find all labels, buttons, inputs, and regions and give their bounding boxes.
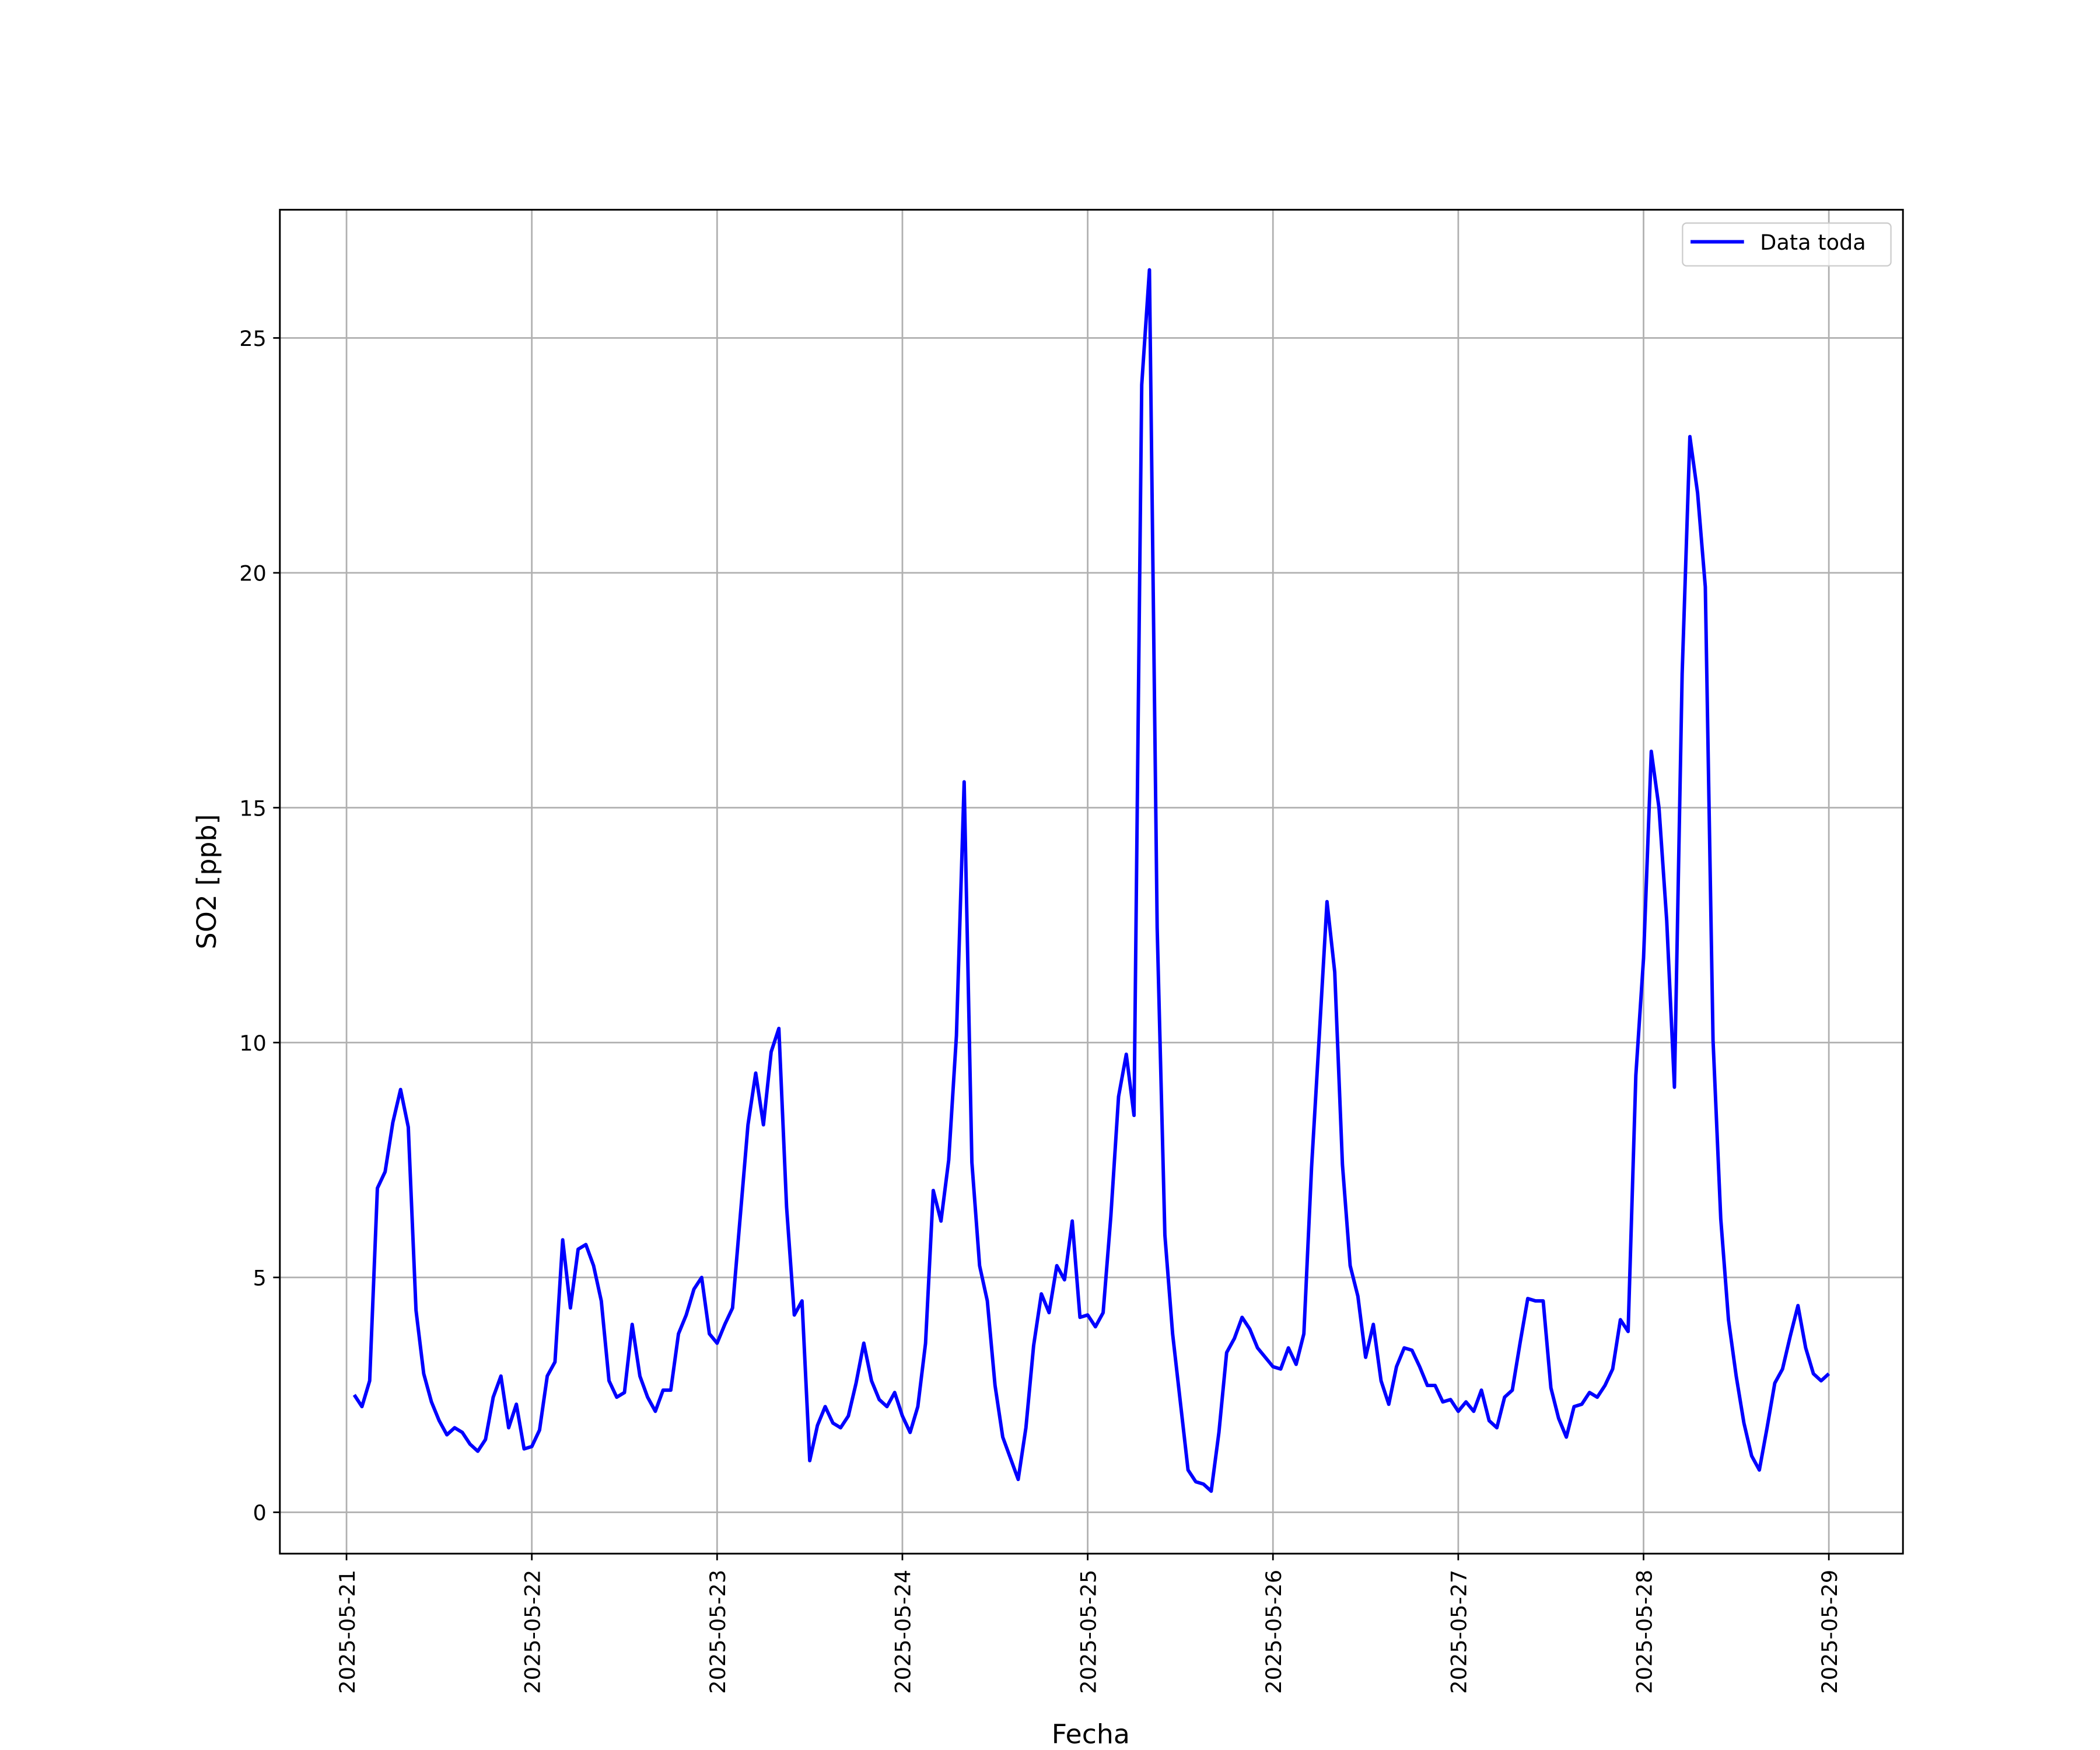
x-tick-label: 2025-05-23 [705,1570,730,1694]
y-axis-label: SO2 [ppb] [191,814,222,950]
y-tick-label: 15 [239,796,267,821]
x-tick-label: 2025-05-21 [335,1570,360,1694]
plot-frame [279,209,1904,1555]
x-tick-label: 2025-05-25 [1076,1570,1101,1694]
x-tick-label: 2025-05-28 [1632,1570,1657,1694]
y-tick-label: 0 [253,1500,267,1525]
x-tick-label: 2025-05-26 [1261,1570,1286,1694]
x-tick-label: 2025-05-22 [520,1570,545,1694]
y-tick-label: 25 [239,326,267,351]
y-tick-label: 20 [239,561,267,586]
legend: Data toda [1682,222,1892,267]
x-tick-label: 2025-05-29 [1817,1570,1842,1694]
legend-frame [1682,222,1892,267]
legend-label: Data toda [1760,230,1866,255]
x-tick-label: 2025-05-24 [891,1570,916,1694]
y-tick-label: 10 [239,1031,267,1056]
x-tick-label: 2025-05-27 [1447,1570,1472,1694]
data-line [352,268,1831,1493]
x-axis-label: Fecha [1052,1718,1130,1750]
y-tick-label: 5 [253,1266,267,1291]
